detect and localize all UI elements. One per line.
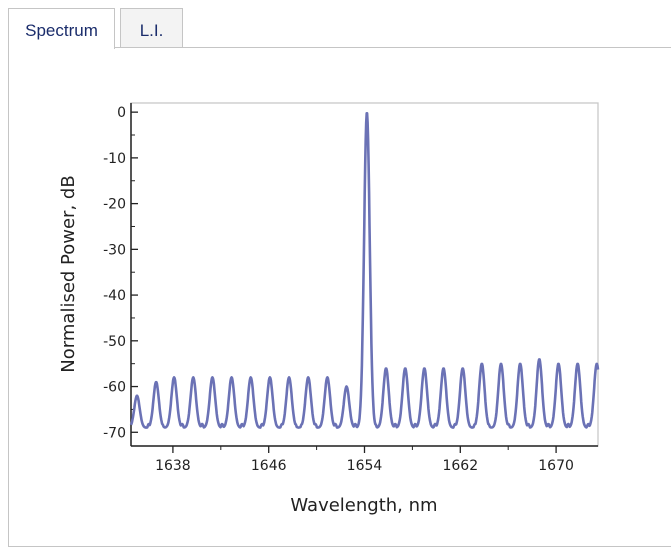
y-tick-label: -50 (103, 334, 126, 350)
tab-spectrum[interactable]: Spectrum (8, 8, 115, 49)
y-tick-label: -30 (103, 242, 126, 258)
x-tick-label: 1662 (442, 458, 478, 474)
x-tick-label: 1670 (538, 458, 574, 474)
spectrum-chart: 0-10-20-30-40-50-60-70 1638 1646 1654 1662 1… (58, 102, 600, 516)
y-tick-label: -20 (103, 197, 126, 213)
y-ticks: 0 -10 -20 -30 -40 -50 -60 -70 (103, 105, 138, 441)
spectrum-line (129, 112, 600, 429)
y-tick-label: -70 (103, 425, 126, 441)
x-tick-label: 1638 (155, 458, 191, 474)
x-ticks: 1638 1646 1654 1662 1670 (155, 446, 574, 474)
x-tick-label: 1646 (251, 458, 287, 474)
y-tick-label: -60 (103, 380, 126, 396)
tab-panel (8, 47, 671, 547)
y-tick-label: 0 (117, 105, 126, 121)
y-tick-label: -10 (103, 151, 126, 167)
x-tick-label: 1654 (347, 458, 383, 474)
tab-li[interactable]: L.I. (120, 8, 183, 48)
y-tick-label: -40 (103, 288, 126, 304)
y-axis-label: Normalised Power, dB (58, 175, 79, 372)
x-axis-label: Wavelength, nm (290, 495, 437, 516)
